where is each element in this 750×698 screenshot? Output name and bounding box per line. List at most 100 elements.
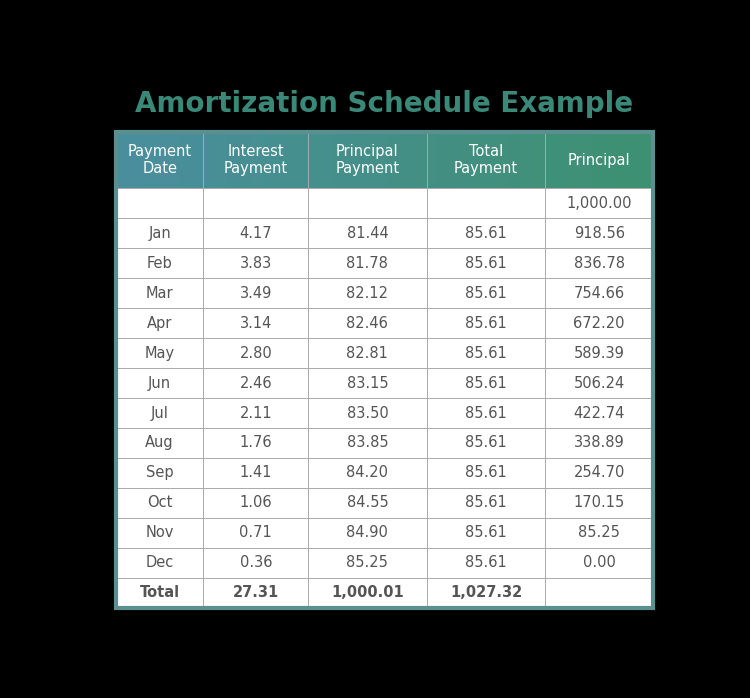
Bar [116,428,653,458]
Bar [576,132,578,188]
Bar [364,132,367,188]
Text: 85.61: 85.61 [465,285,507,301]
Bar [166,132,168,188]
Bar [390,132,392,188]
Bar [377,132,379,188]
Bar [286,132,288,188]
Bar [363,132,364,188]
Bar [531,132,533,188]
Text: 3.14: 3.14 [239,315,272,331]
Bar [400,132,402,188]
Bar [331,132,332,188]
Bar [381,132,382,188]
Bar [464,132,465,188]
Bar [361,132,363,188]
Bar [150,132,152,188]
Bar [527,132,530,188]
Text: Nov: Nov [146,526,174,540]
Bar [180,132,182,188]
Bar [429,132,431,188]
Bar [644,132,646,188]
Bar [374,132,376,188]
Bar [651,132,653,188]
Bar [259,132,261,188]
Bar [341,132,344,188]
Bar [604,132,606,188]
Text: 82.12: 82.12 [346,285,388,301]
Bar [615,132,617,188]
Text: 85.61: 85.61 [465,556,507,570]
Bar [122,132,123,188]
Bar [160,132,163,188]
Bar [214,132,216,188]
Text: 85.61: 85.61 [465,406,507,420]
Bar [640,132,642,188]
Bar [238,132,239,188]
Text: Sep: Sep [146,466,173,480]
Bar [308,132,309,188]
Text: 85.61: 85.61 [465,466,507,480]
Bar [586,132,589,188]
Bar [642,132,644,188]
Bar [127,132,128,188]
Bar [334,132,336,188]
Bar [298,132,300,188]
Bar [503,132,504,188]
Bar [344,132,345,188]
Bar [494,132,495,188]
Bar [596,132,598,188]
Text: Dec: Dec [146,556,174,570]
Bar [563,132,566,188]
Bar [622,132,624,188]
Bar [443,132,446,188]
Bar [483,132,484,188]
Bar [221,132,224,188]
Bar [628,132,630,188]
Bar [619,132,621,188]
Bar [540,132,542,188]
Bar [207,132,209,188]
Text: 85.25: 85.25 [346,556,388,570]
Text: 338.89: 338.89 [574,436,625,450]
Bar [279,132,280,188]
Bar [386,132,388,188]
Bar [526,132,527,188]
Bar [571,132,572,188]
Bar [116,338,653,368]
Bar [594,132,596,188]
Bar [247,132,248,188]
Bar [116,188,653,218]
Bar [209,132,211,188]
Bar [517,132,519,188]
Bar [288,132,290,188]
Bar [350,132,352,188]
Bar [650,132,651,188]
Text: Aug: Aug [146,436,174,450]
Text: 2.46: 2.46 [239,376,272,391]
Bar [492,132,494,188]
Bar [134,132,136,188]
Bar [454,132,456,188]
Bar [313,132,314,188]
Bar [368,132,370,188]
Bar [436,132,438,188]
Text: 82.81: 82.81 [346,346,388,361]
Bar [168,132,170,188]
Bar [447,132,448,188]
Text: Jan: Jan [148,225,171,241]
Bar [406,132,408,188]
Bar [589,132,590,188]
Bar [544,132,545,188]
Bar [239,132,242,188]
Bar [300,132,302,188]
Bar [305,132,308,188]
Text: 83.50: 83.50 [346,406,388,420]
Bar [568,132,571,188]
Bar [610,132,612,188]
Text: 83.85: 83.85 [346,436,388,450]
Bar [184,132,186,188]
Bar [606,132,608,188]
Text: 3.49: 3.49 [239,285,272,301]
Bar [116,218,653,248]
Bar [635,132,637,188]
